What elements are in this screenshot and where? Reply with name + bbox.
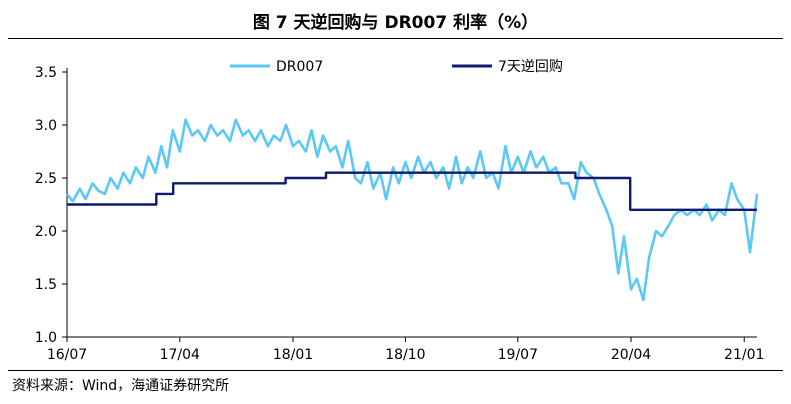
y-tick-label: 2.5 [35, 171, 57, 187]
x-tick-label: 21/01 [724, 347, 764, 363]
x-tick-label: 19/07 [498, 347, 538, 363]
series-line-dr007 [65, 118, 759, 302]
y-tick-label: 2.0 [35, 224, 57, 240]
y-tick-label: 1.0 [35, 330, 57, 346]
legend-dr007-label: DR007 [276, 59, 323, 75]
x-tick-label: 20/04 [611, 347, 651, 363]
chart-title: 图 7 天逆回购与 DR007 利率（%） [252, 13, 539, 33]
y-tick-label: 3.0 [35, 118, 57, 134]
x-tick-label: 16/07 [47, 347, 87, 363]
x-tick-label: 18/01 [273, 347, 313, 363]
y-tick-label: 3.5 [35, 65, 57, 81]
x-tick-label: 17/04 [160, 347, 200, 363]
series-line-reverse-repo [67, 171, 757, 212]
title-rule-top [8, 38, 783, 39]
legend-reverse-repo-label: 7天逆回购 [498, 59, 563, 75]
source-rule [8, 370, 783, 371]
x-tick-label: 18/10 [385, 347, 425, 363]
source-note: 资料来源：Wind，海通证券研究所 [12, 378, 230, 394]
y-tick-label: 1.5 [35, 277, 57, 293]
